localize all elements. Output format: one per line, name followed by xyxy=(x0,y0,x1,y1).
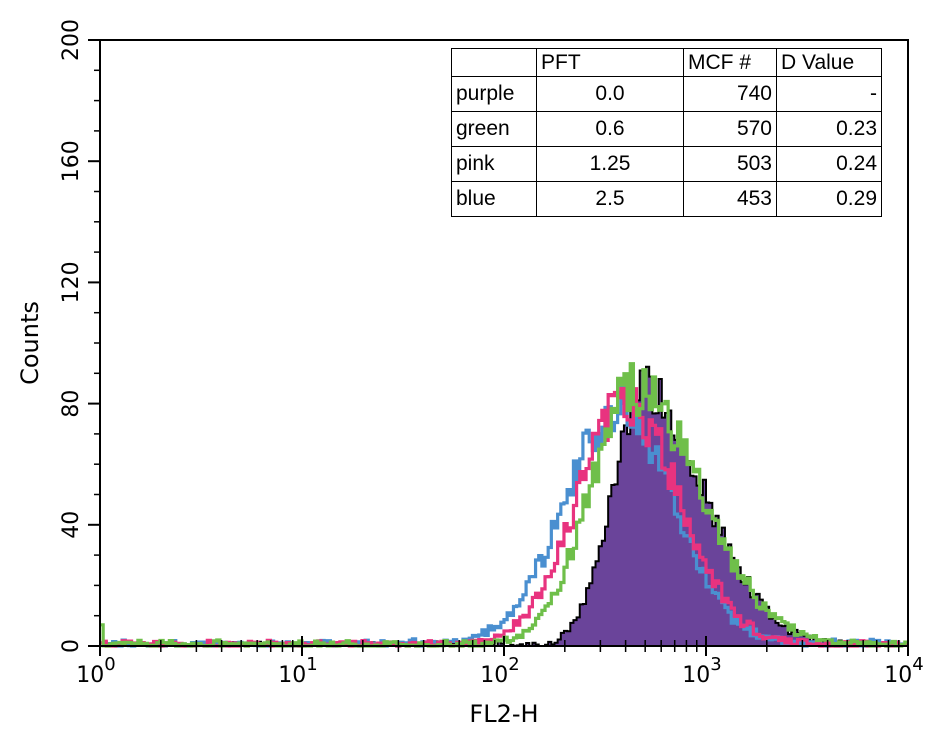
x-axis-title: FL2-H xyxy=(469,700,538,728)
d-value: 0.23 xyxy=(776,111,882,147)
table-row: pink 1.25 503 0.24 xyxy=(451,146,882,182)
stats-table: PFT MCF # D Value purple 0.0 740 - green… xyxy=(451,48,882,217)
x-tick-exponent: 1 xyxy=(306,654,317,675)
row-label: green xyxy=(451,111,537,147)
mcf-value: 503 xyxy=(683,146,777,182)
header-cell xyxy=(451,48,537,77)
pft-value: 2.5 xyxy=(536,181,684,217)
x-tick-base: 10 xyxy=(682,663,710,688)
pft-value: 0.0 xyxy=(536,76,684,112)
pft-value: 1.25 xyxy=(536,146,684,182)
header-pft: PFT xyxy=(536,48,684,77)
row-label: blue xyxy=(451,181,537,217)
y-tick-label: 40 xyxy=(59,511,84,539)
mcf-value: 453 xyxy=(683,181,777,217)
table-row: green 0.6 570 0.23 xyxy=(451,111,882,147)
x-tick-label: 102 xyxy=(480,654,519,688)
table-header-row: PFT MCF # D Value xyxy=(451,48,882,77)
row-label: purple xyxy=(451,76,537,112)
x-tick-base: 10 xyxy=(884,663,912,688)
d-value: 0.24 xyxy=(776,146,882,182)
d-value: 0.29 xyxy=(776,181,882,217)
y-tick-label: 0 xyxy=(59,639,84,653)
pft-value: 0.6 xyxy=(536,111,684,147)
x-tick-base: 10 xyxy=(278,663,306,688)
series-purple-area xyxy=(100,365,909,647)
table-row: purple 0.0 740 - xyxy=(451,76,882,112)
x-tick-label: 103 xyxy=(682,654,721,688)
row-label: pink xyxy=(451,146,537,182)
x-tick-label: 104 xyxy=(884,654,923,688)
x-tick-label: 101 xyxy=(278,654,317,688)
x-tick-base: 10 xyxy=(480,663,508,688)
y-axis-title: Counts xyxy=(16,301,44,385)
y-tick-label: 80 xyxy=(59,390,84,418)
header-d-value: D Value xyxy=(776,48,882,77)
header-mcf: MCF # xyxy=(683,48,777,77)
y-tick-label: 160 xyxy=(59,140,84,182)
series-layer xyxy=(100,362,909,648)
x-tick-exponent: 3 xyxy=(710,654,721,675)
series-green-line xyxy=(100,362,908,648)
series-blue-line xyxy=(100,385,908,648)
x-tick-exponent: 2 xyxy=(508,654,519,675)
y-tick-label: 120 xyxy=(59,261,84,303)
mcf-value: 740 xyxy=(683,76,777,112)
mcf-value: 570 xyxy=(683,111,777,147)
y-tick-label: 200 xyxy=(59,19,84,61)
x-tick-base: 10 xyxy=(76,663,104,688)
series-pink-line xyxy=(100,386,908,648)
x-tick-exponent: 0 xyxy=(104,654,115,675)
table-row: blue 2.5 453 0.29 xyxy=(451,181,882,217)
d-value: - xyxy=(776,76,882,112)
x-tick-exponent: 4 xyxy=(912,654,923,675)
x-tick-label: 100 xyxy=(76,654,115,688)
